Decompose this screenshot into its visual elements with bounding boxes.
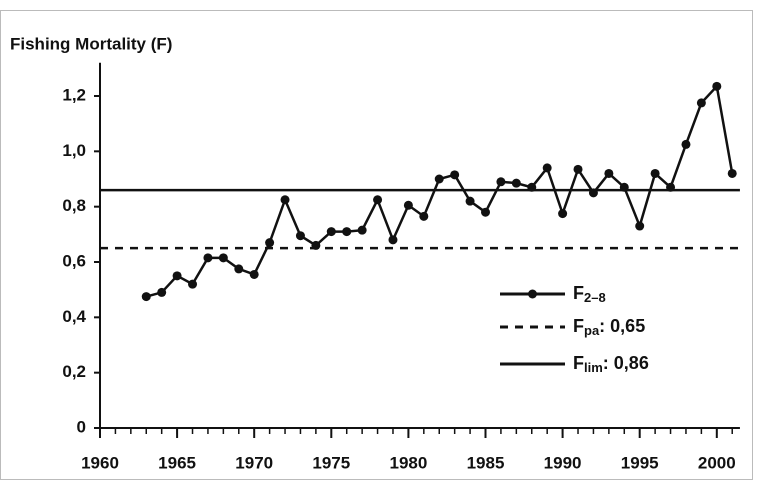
data-point [558, 209, 568, 219]
data-point [573, 164, 583, 174]
data-point [666, 182, 676, 192]
legend-label: Fpa: 0,65 [573, 316, 645, 339]
legend-subscript: pa [584, 323, 600, 338]
data-point [188, 279, 198, 289]
data-point [450, 170, 460, 180]
data-point [218, 253, 228, 263]
data-point [511, 178, 521, 188]
data-point [465, 196, 475, 206]
data-point [172, 271, 182, 281]
legend-subscript: 2–8 [584, 290, 606, 305]
data-point [712, 81, 722, 91]
data-point [357, 225, 367, 235]
y-tick-label: 1,2 [62, 85, 86, 104]
legend-name: F [573, 353, 584, 373]
data-point [373, 195, 383, 205]
data-point [681, 139, 691, 149]
data-point [650, 168, 660, 178]
legend-subscript: lim [584, 360, 603, 375]
data-point [295, 231, 305, 241]
x-tick-label: 1985 [467, 453, 505, 472]
data-point [588, 188, 598, 198]
x-tick-label: 1970 [235, 453, 273, 472]
data-point [234, 264, 244, 274]
data-point [696, 98, 706, 108]
series-line [145, 83, 734, 298]
data-point [342, 227, 352, 237]
legend-value: : 0,65 [599, 316, 645, 336]
legend-label: Flim: 0,86 [573, 353, 649, 376]
data-point [481, 207, 490, 217]
legend-name: F [573, 283, 584, 303]
data-point [403, 200, 413, 210]
data-point [141, 292, 151, 302]
data-point [280, 195, 290, 205]
data-point [265, 238, 275, 248]
data-point [388, 235, 398, 245]
x-tick-label: 2000 [698, 453, 736, 472]
y-tick-label: 0 [77, 417, 86, 436]
data-point [727, 168, 737, 178]
data-point [311, 240, 321, 250]
y-tick-label: 0,6 [62, 251, 86, 270]
x-tick-label: 1965 [158, 453, 196, 472]
y-tick-label: 0,2 [62, 362, 86, 381]
y-axis-label: Fishing Mortality (F) [10, 34, 172, 53]
data-point [203, 253, 213, 263]
data-point [419, 211, 429, 221]
y-tick-label: 1,0 [62, 141, 86, 160]
x-tick-label: 1990 [544, 453, 582, 472]
data-point [157, 287, 167, 297]
data-point [604, 168, 614, 178]
y-tick-label: 0,4 [62, 307, 86, 326]
frame [0, 10, 753, 480]
data-point [326, 227, 336, 237]
data-point [527, 182, 537, 192]
x-tick-label: 1995 [621, 453, 659, 472]
legend-value: : 0,86 [603, 353, 649, 373]
legend-marker [528, 289, 537, 299]
x-tick-label: 1975 [312, 453, 350, 472]
data-point [635, 221, 645, 231]
legend-name: F [573, 316, 584, 336]
data-point [619, 182, 629, 192]
data-point [249, 269, 259, 279]
data-point [542, 163, 552, 173]
data-point [496, 177, 506, 187]
x-tick-label: 1960 [81, 453, 119, 472]
x-tick-label: 1980 [389, 453, 427, 472]
y-tick-label: 0,8 [62, 196, 86, 215]
legend-label: F2–8 [573, 283, 606, 306]
data-point [434, 174, 444, 184]
